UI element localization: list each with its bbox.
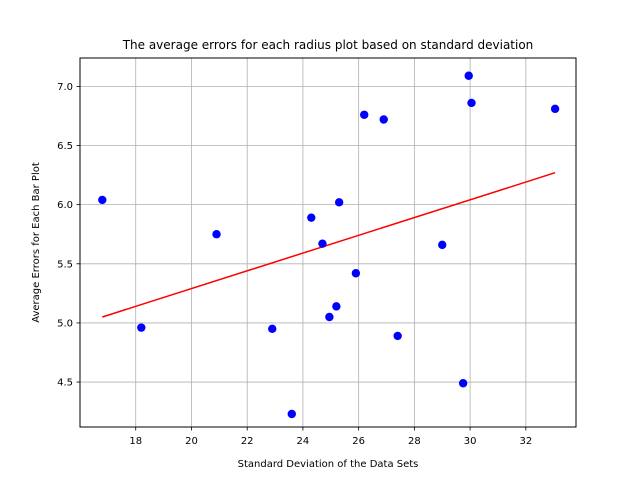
data-point	[212, 230, 221, 239]
grid	[80, 58, 576, 427]
data-point	[438, 240, 447, 250]
data-point	[464, 71, 473, 80]
data-point	[268, 324, 277, 334]
data-point	[393, 331, 402, 341]
y-axis-ticks: 4.5 5.0 5.5 6.0 6.5 7.0	[57, 82, 80, 389]
x-tick-label: 26	[352, 436, 365, 447]
trend-line-layer	[102, 172, 556, 318]
data-point	[550, 104, 560, 114]
x-axis-ticks: 18 20 22 24 26 28 30 32	[129, 427, 532, 447]
data-point	[287, 409, 296, 419]
x-tick-label: 22	[241, 436, 254, 447]
y-tick-label: 5.5	[57, 259, 73, 270]
data-point	[332, 302, 341, 311]
y-tick-label: 7.0	[57, 82, 73, 93]
x-tick-label: 20	[185, 436, 198, 447]
x-tick-label: 28	[408, 436, 421, 447]
data-points	[98, 71, 560, 419]
x-axis-label: Standard Deviation of the Data Sets	[238, 459, 419, 470]
y-axis-label: Average Errors for Each Bar Plot	[31, 162, 42, 323]
data-point	[318, 239, 327, 248]
data-point	[98, 195, 107, 205]
x-tick-label: 32	[519, 436, 532, 447]
chart-title: The average errors for each radius plot …	[122, 38, 534, 52]
data-point	[325, 312, 334, 322]
data-point	[351, 269, 361, 278]
y-tick-label: 6.0	[57, 200, 73, 211]
plot-area-frame	[79, 57, 577, 428]
x-tick-label: 18	[129, 436, 142, 447]
data-point	[379, 115, 388, 124]
data-point	[307, 213, 316, 222]
data-point	[360, 110, 369, 119]
x-tick-label: 30	[464, 436, 477, 447]
y-tick-label: 6.5	[57, 141, 73, 152]
trend-line	[102, 172, 556, 318]
y-tick-label: 5.0	[57, 318, 73, 329]
data-point	[334, 198, 344, 207]
x-tick-label: 24	[297, 436, 310, 447]
data-point	[137, 323, 146, 332]
y-tick-label: 4.5	[57, 378, 73, 389]
data-point	[458, 379, 468, 388]
data-point	[467, 98, 476, 108]
